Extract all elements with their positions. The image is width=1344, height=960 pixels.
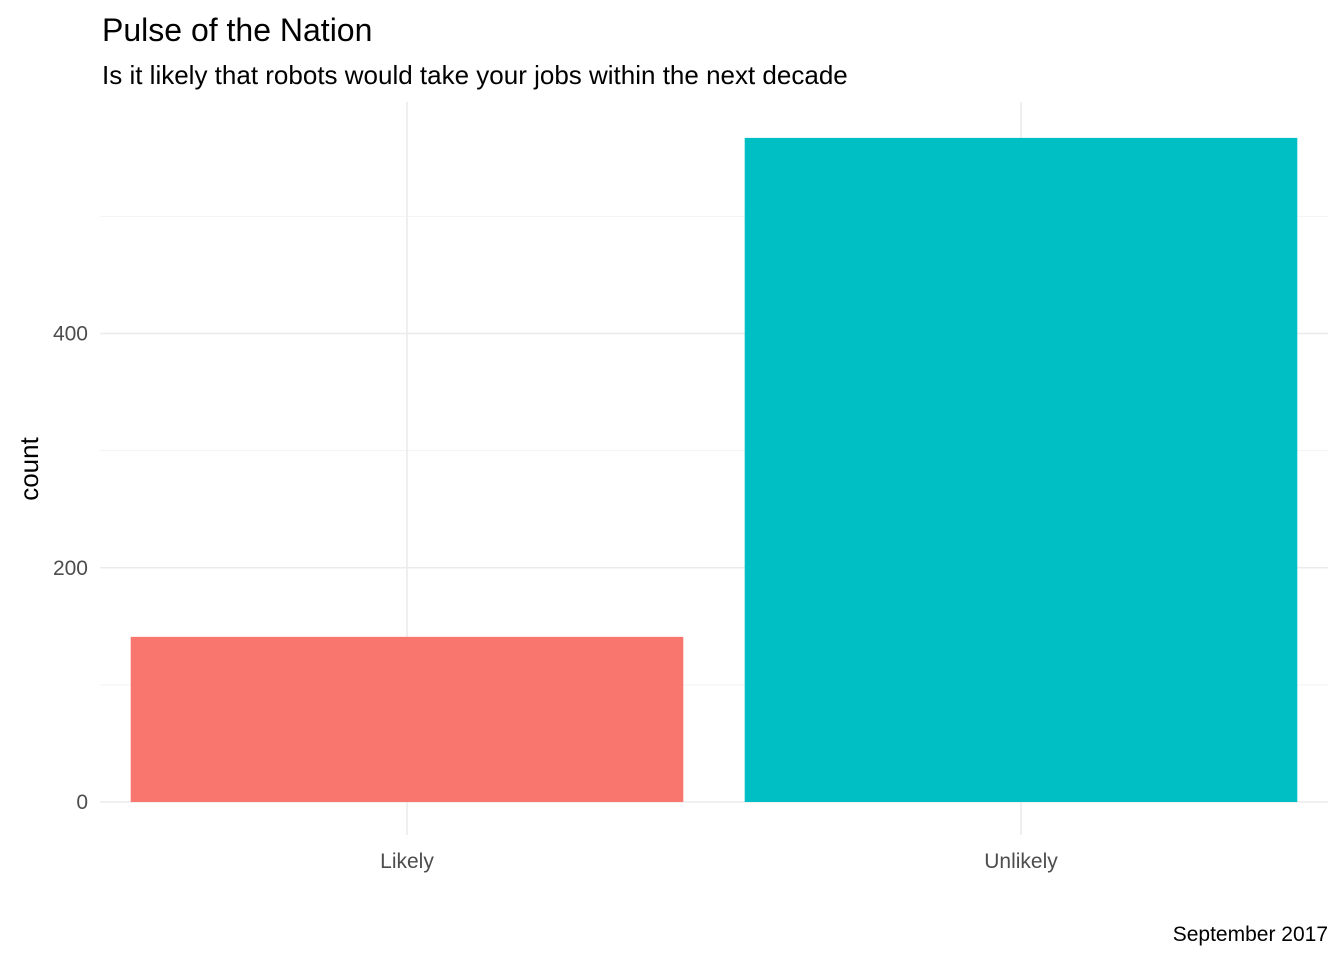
- x-tick-label: Unlikely: [984, 850, 1058, 873]
- x-tick-labels: Likely Unlikely: [380, 850, 1058, 873]
- bars-layer: [130, 137, 1298, 802]
- y-tick-labels: 0 200 400: [53, 323, 88, 815]
- y-tick-label: 0: [76, 791, 88, 814]
- x-tick-label: Likely: [380, 850, 434, 873]
- y-tick-label: 400: [53, 323, 88, 346]
- bar-likely: [130, 636, 684, 802]
- bar-unlikely: [744, 137, 1298, 802]
- chart-subtitle: Is it likely that robots would take your…: [102, 60, 848, 90]
- chart-caption: September 2017: [1173, 923, 1328, 946]
- y-axis-title: count: [14, 436, 44, 500]
- chart-title: Pulse of the Nation: [102, 12, 372, 48]
- y-tick-label: 200: [53, 557, 88, 580]
